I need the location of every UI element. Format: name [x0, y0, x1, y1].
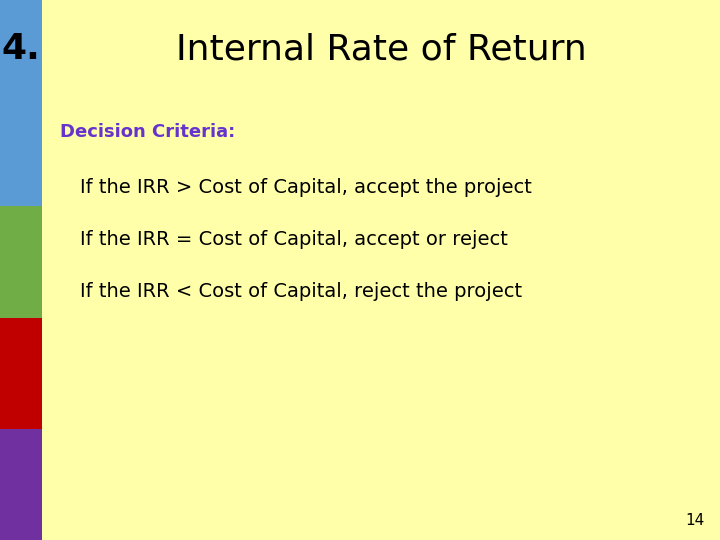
Text: 14: 14 [685, 513, 705, 528]
Text: If the IRR < Cost of Capital, reject the project: If the IRR < Cost of Capital, reject the… [80, 282, 522, 301]
Text: If the IRR > Cost of Capital, accept the project: If the IRR > Cost of Capital, accept the… [80, 178, 532, 197]
Bar [0, 429, 42, 540]
Text: Internal Rate of Return: Internal Rate of Return [176, 32, 586, 66]
Bar [0, 0, 42, 95]
Bar [0, 95, 42, 206]
Bar [0, 206, 42, 318]
Text: If the IRR = Cost of Capital, accept or reject: If the IRR = Cost of Capital, accept or … [80, 230, 508, 249]
Text: 4.: 4. [1, 32, 40, 66]
Bar [0, 318, 42, 429]
Text: Decision Criteria:: Decision Criteria: [60, 123, 235, 141]
